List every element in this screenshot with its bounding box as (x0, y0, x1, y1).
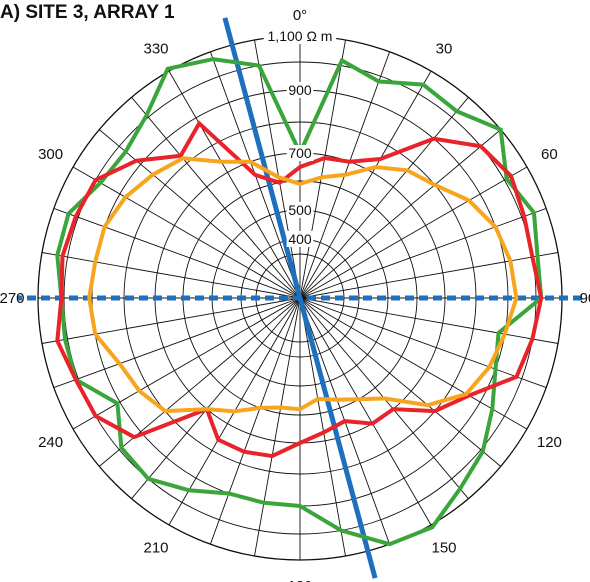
grid-spoke (299, 129, 501, 299)
angle-tick-label: 270 (0, 290, 25, 307)
grid-spoke (41, 252, 301, 299)
grid-spoke (254, 297, 301, 557)
radial-label-bg (286, 202, 314, 218)
angle-tick-label: 30 (436, 41, 453, 58)
radial-value-label: 1,100 Ω m (268, 28, 333, 44)
grid-spoke (41, 297, 301, 344)
grid-spoke (299, 166, 528, 299)
grid-spoke (99, 297, 301, 467)
angle-tick-label: 120 (537, 434, 562, 451)
angle-tick-label: 330 (143, 41, 168, 58)
grid-spoke (299, 297, 559, 344)
radial-value-label: 700 (288, 145, 312, 161)
radial-value-label: 900 (288, 82, 312, 98)
grid-spoke (53, 297, 301, 389)
grid-spoke (53, 207, 301, 299)
grid-spoke (299, 297, 547, 389)
angle-tick-label: 90 (580, 290, 590, 307)
reference-lines (18, 17, 582, 579)
angle-tick-label: 210 (143, 539, 168, 556)
angle-tick-label: 240 (38, 434, 63, 451)
series-line-1 (55, 57, 544, 547)
grid-spoke (299, 97, 469, 299)
grid-spoke (299, 252, 559, 299)
grid-spoke (168, 70, 301, 299)
chart-title: A) SITE 3, ARRAY 1 (0, 2, 175, 23)
angle-tick-label: 180 (287, 578, 312, 582)
grid-spoke (254, 39, 301, 299)
series-group (55, 57, 544, 547)
series-line-2 (55, 120, 544, 459)
radial-label-bg (286, 231, 314, 247)
grid-spoke (299, 297, 528, 430)
radial-label-bg (263, 28, 337, 44)
angle-tick-label: 300 (38, 146, 63, 163)
grid-spoke (72, 166, 301, 299)
angle-tick-label-zero: 0° (293, 7, 307, 24)
grid-spoke (209, 297, 301, 545)
radial-value-label: 500 (288, 202, 312, 218)
angle-tick-label: 150 (431, 539, 456, 556)
grid-spoke (131, 97, 301, 299)
grid-spoke (299, 297, 346, 557)
radial-value-label: 400 (288, 231, 312, 247)
radial-label-bg (286, 82, 314, 98)
angle-tick-label: 60 (541, 146, 558, 163)
grid-spoke (72, 297, 301, 430)
grid-spoke (299, 39, 346, 299)
grid-spoke (299, 70, 432, 299)
grid-spoke (299, 207, 547, 299)
series-line-3 (87, 156, 519, 414)
grid-spoke (99, 129, 301, 299)
grid-spoke (299, 297, 501, 467)
grid-spoke (299, 297, 432, 526)
grid-spoke (131, 297, 301, 499)
radial-label-bg (286, 145, 314, 161)
axis-labels: 30 60 90 120 150 180 210 240 270 300 330 0° 400 500 70… (0, 7, 590, 582)
